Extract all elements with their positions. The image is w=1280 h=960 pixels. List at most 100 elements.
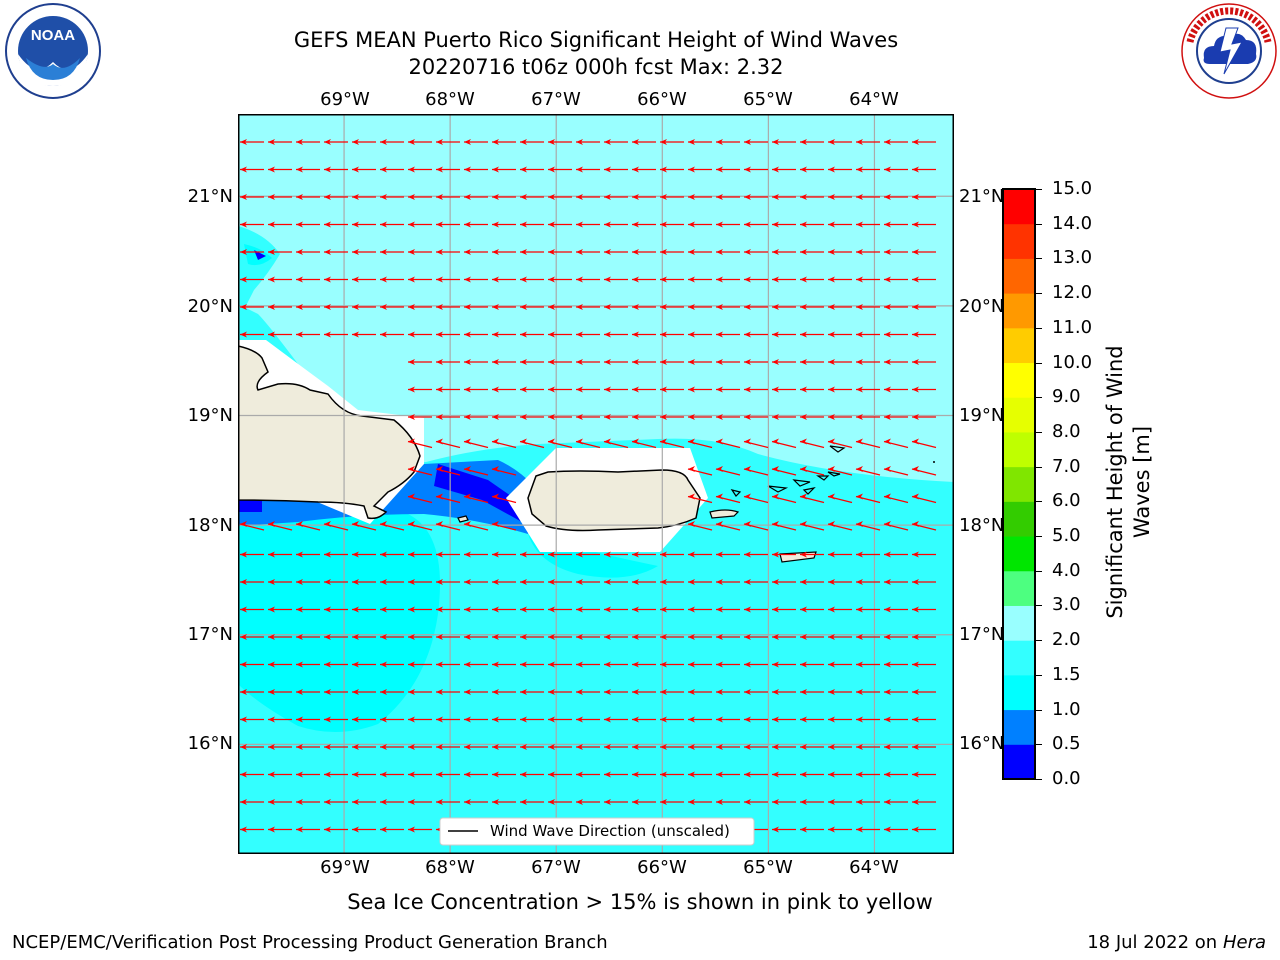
wind-arrow xyxy=(464,331,488,338)
wind-arrow xyxy=(240,331,264,338)
wind-arrow xyxy=(688,249,712,255)
wind-arrow xyxy=(744,194,768,200)
wind-arrow xyxy=(380,771,404,778)
wind-arrow xyxy=(632,771,656,778)
wind-arrow xyxy=(464,744,488,750)
wind-arrow xyxy=(828,689,852,695)
wind-arrow xyxy=(772,689,796,695)
colorbar-cell xyxy=(1003,570,1035,606)
wind-arrow xyxy=(800,634,824,640)
wind-arrow xyxy=(436,771,460,778)
wind-arrow xyxy=(912,276,936,283)
wind-arrow xyxy=(604,606,628,613)
wind-arrow xyxy=(435,438,461,449)
wind-arrow xyxy=(548,634,572,640)
wind-arrow xyxy=(436,799,460,805)
wind-arrow xyxy=(240,276,264,283)
wind-arrow xyxy=(660,304,684,310)
wind-arrow xyxy=(464,799,488,805)
wind-arrow xyxy=(800,771,824,778)
wind-arrow xyxy=(604,139,628,145)
wind-arrow xyxy=(407,466,433,476)
wind-arrow xyxy=(408,304,432,310)
wind-arrow xyxy=(268,194,292,200)
wind-arrow xyxy=(912,194,936,200)
colorbar-cell xyxy=(1003,744,1035,780)
colorbar-tick-label: 1.5 xyxy=(1052,663,1081,685)
nws-logo-icon xyxy=(1181,3,1277,99)
wind-arrow xyxy=(548,194,572,200)
wind-arrow xyxy=(268,744,292,750)
wind-direction-arrows xyxy=(239,139,937,833)
wind-arrow xyxy=(856,716,880,723)
wind-arrow xyxy=(240,799,264,805)
wind-arrow xyxy=(911,521,937,531)
wind-arrow xyxy=(324,276,348,283)
wind-arrow xyxy=(464,689,488,695)
wind-arrow xyxy=(296,799,320,805)
wave-height-map: Wind Wave Direction (unscaled) xyxy=(238,114,954,854)
wind-arrow xyxy=(716,139,740,145)
wind-arrow xyxy=(800,304,824,310)
wind-arrow xyxy=(352,661,376,668)
wind-arrow xyxy=(660,166,684,173)
wind-arrow xyxy=(604,634,628,640)
colorbar-tick-label: 6.0 xyxy=(1052,490,1081,512)
wind-arrow xyxy=(883,438,909,449)
wind-arrow xyxy=(828,579,852,585)
noaa-logo-text: NOAA xyxy=(31,27,75,44)
wind-arrow xyxy=(520,276,544,283)
wind-arrow xyxy=(716,304,740,310)
wind-arrow xyxy=(632,359,656,365)
wind-arrow xyxy=(492,304,516,310)
wind-arrow xyxy=(548,689,572,695)
wind-arrow xyxy=(492,359,516,365)
wind-arrow xyxy=(912,249,936,255)
wind-arrow xyxy=(632,166,656,173)
wind-arrow xyxy=(799,493,825,504)
wind-arrow xyxy=(380,716,404,723)
wind-arrow xyxy=(520,716,544,723)
wind-arrow xyxy=(268,304,292,310)
wind-arrow xyxy=(744,579,768,585)
wind-arrow xyxy=(772,194,796,200)
wind-arrow xyxy=(912,716,936,723)
wind-arrow xyxy=(435,466,461,476)
wind-arrow xyxy=(856,139,880,145)
wind-arrow xyxy=(408,579,432,585)
wind-arrow xyxy=(520,331,544,338)
wind-arrow xyxy=(520,304,544,310)
lon-tick-label: 69°W xyxy=(320,857,370,878)
wind-arrow xyxy=(576,276,600,283)
wind-arrow xyxy=(688,744,712,750)
wind-arrow xyxy=(352,221,376,228)
wind-arrow xyxy=(912,661,936,668)
wind-arrow xyxy=(464,359,488,365)
wind-arrow xyxy=(296,744,320,750)
wind-arrow xyxy=(548,304,572,310)
wind-arrow xyxy=(576,139,600,145)
wind-arrow xyxy=(856,634,880,640)
colorbar-tick-label: 4.0 xyxy=(1052,559,1081,581)
colorbar-tick-mark xyxy=(1036,536,1042,538)
lat-tick-label: 19°N xyxy=(959,405,1005,426)
wind-arrow xyxy=(520,661,544,668)
wind-arrow xyxy=(800,606,824,613)
wind-arrow xyxy=(828,331,852,338)
wind-arrow xyxy=(604,579,628,585)
colorbar-tick-label: 11.0 xyxy=(1052,316,1093,338)
wind-arrow xyxy=(688,689,712,695)
wind-arrow xyxy=(380,606,404,613)
wind-arrow xyxy=(660,414,684,420)
lon-tick-label: 64°W xyxy=(849,857,899,878)
lat-tick-label: 16°N xyxy=(959,733,1005,754)
wind-arrow xyxy=(800,661,824,668)
wind-arrow xyxy=(688,359,712,365)
wind-arrow xyxy=(436,414,460,420)
wind-arrow xyxy=(352,249,376,255)
wind-arrow xyxy=(688,166,712,173)
wind-arrow xyxy=(687,493,713,504)
wind-arrow xyxy=(884,304,908,310)
wind-arrow xyxy=(464,771,488,778)
wind-arrow xyxy=(856,414,880,420)
